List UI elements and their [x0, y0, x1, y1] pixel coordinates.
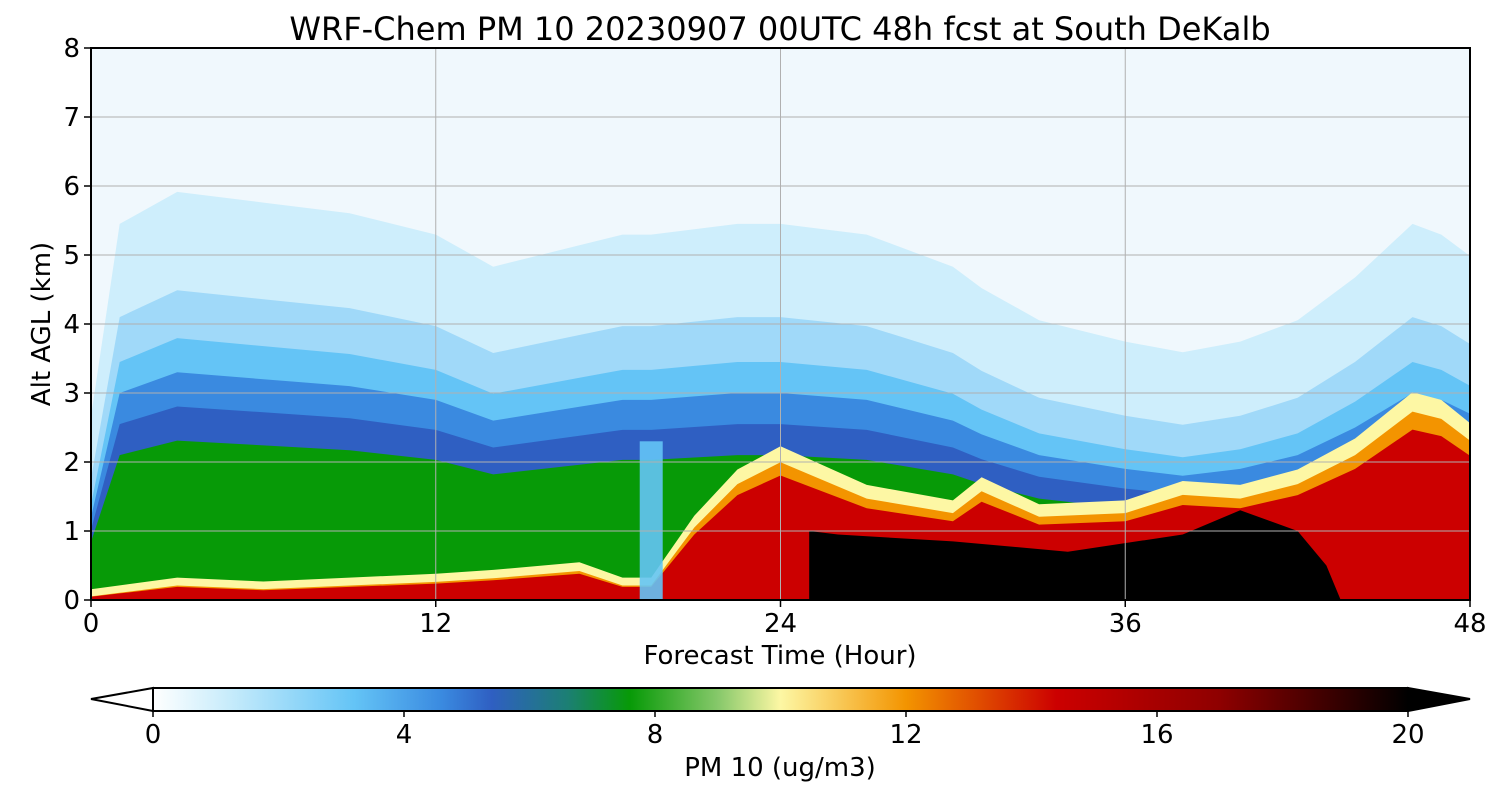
colorbar-tick-label: 4	[396, 720, 413, 750]
y-tick-label: 1	[63, 517, 80, 547]
colorbar-tick-label: 0	[145, 720, 162, 750]
y-tick-label: 8	[63, 34, 80, 64]
y-tick-label: 7	[63, 103, 80, 133]
x-tick-label: 48	[1453, 609, 1486, 639]
colorbar-tick-label: 12	[889, 720, 922, 750]
colorbar-gradient	[153, 688, 1408, 711]
colorbar-tick-label: 8	[647, 720, 664, 750]
y-axis: 0 1 2 3 4 5 6 7 8	[63, 34, 91, 616]
colorbar-extend-high	[1407, 686, 1471, 713]
y-tick-label: 0	[63, 586, 80, 616]
y-tick-label: 2	[63, 448, 80, 478]
colorbar-label: PM 10 (ug/m3)	[684, 753, 876, 783]
colorbar-tick-label: 20	[1391, 720, 1424, 750]
colorbar-ticks: 0 4 8 12 16 20	[145, 711, 1425, 750]
colorbar: 0 4 8 12 16 20 PM 10 (ug/m3)	[90, 686, 1471, 783]
y-tick-label: 5	[63, 241, 80, 271]
x-axis: 0 12 24 36 48	[83, 600, 1487, 639]
clean-column	[639, 441, 663, 600]
x-axis-label: Forecast Time (Hour)	[643, 641, 916, 671]
colorbar-frame	[152, 687, 1409, 712]
y-tick-label: 6	[63, 172, 80, 202]
x-tick-label: 12	[419, 609, 452, 639]
y-tick-label: 4	[63, 310, 80, 340]
colorbar-extend-low	[90, 686, 154, 713]
chart-title: WRF-Chem PM 10 20230907 00UTC 48h fcst a…	[289, 10, 1270, 48]
y-tick-label: 3	[63, 379, 80, 409]
layer-black-core	[809, 510, 1341, 600]
y-axis-label: Alt AGL (km)	[27, 242, 57, 406]
grid	[91, 48, 1470, 600]
x-tick-label: 0	[83, 609, 100, 639]
x-tick-label: 36	[1109, 609, 1142, 639]
x-tick-label: 24	[764, 609, 797, 639]
colorbar-tick-label: 16	[1140, 720, 1173, 750]
